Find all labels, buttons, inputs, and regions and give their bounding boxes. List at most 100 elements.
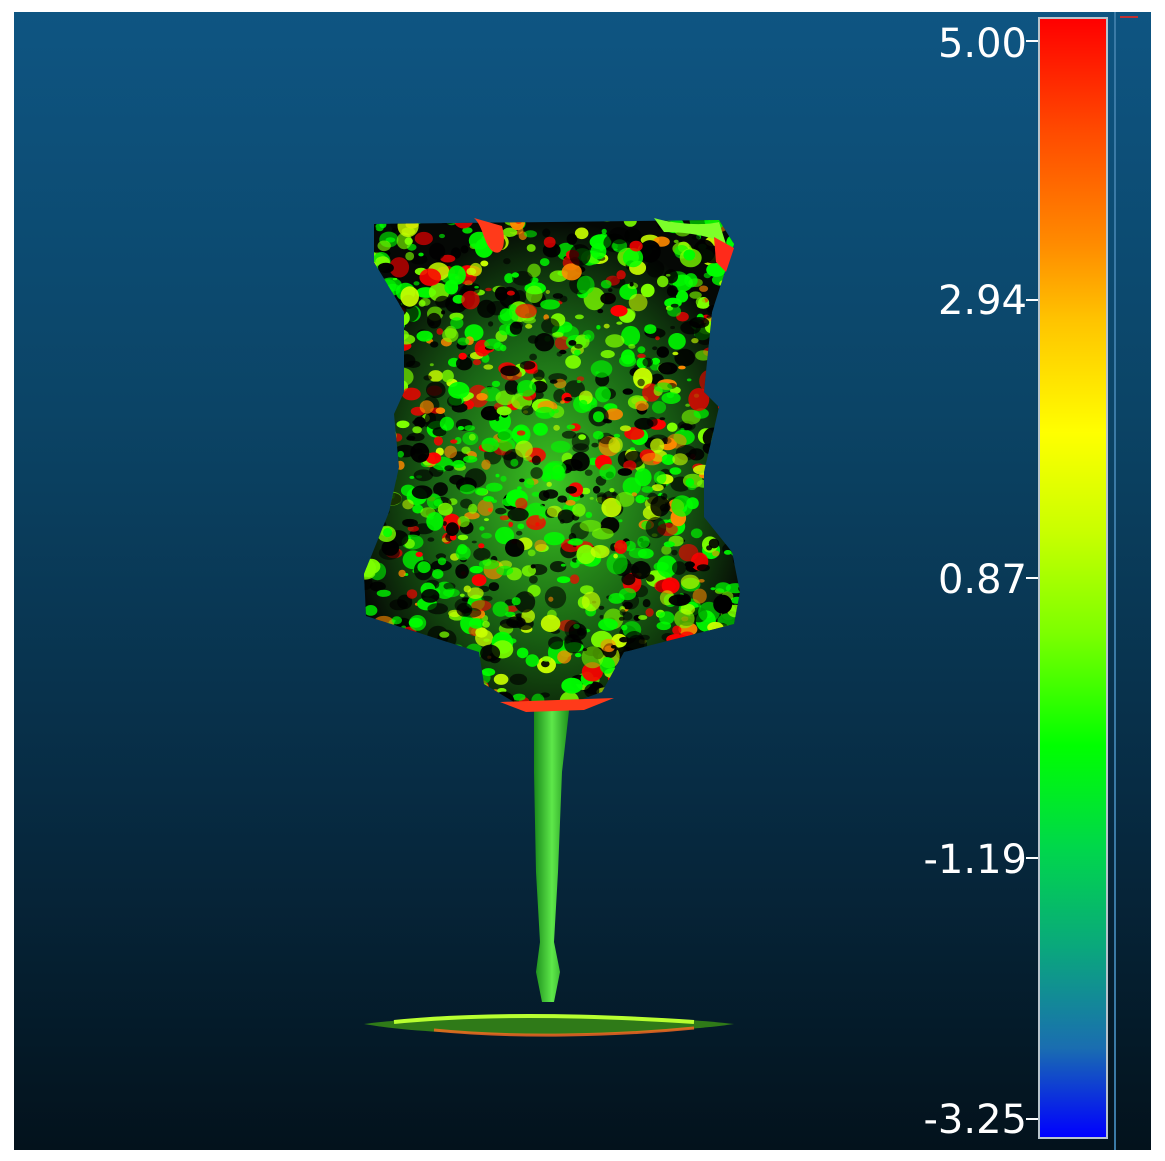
point-speckle — [410, 442, 430, 463]
point-speckle — [525, 654, 539, 667]
point-speckle — [410, 220, 425, 225]
point-speckle — [484, 518, 489, 522]
point-speckle — [634, 468, 652, 487]
point-speckle — [471, 540, 477, 544]
point-speckle — [507, 507, 529, 522]
point-speckle — [733, 235, 740, 253]
point-speckle — [680, 647, 693, 658]
point-speckle — [456, 602, 473, 617]
point-speckle — [598, 618, 618, 631]
point-speckle — [500, 475, 507, 482]
point-speckle — [525, 285, 543, 303]
point-speckle — [373, 330, 389, 341]
point-speckle — [479, 692, 493, 702]
point-speckle — [391, 616, 402, 625]
point-speckle — [605, 334, 625, 348]
point-speckle — [386, 327, 396, 334]
point-speckle — [571, 452, 590, 472]
point-speckle — [498, 324, 511, 336]
point-speckle — [368, 652, 387, 666]
point-speckle — [396, 460, 405, 470]
point-speckle — [713, 594, 733, 614]
point-speckle — [581, 591, 601, 612]
point-speckle — [443, 588, 460, 598]
point-speckle — [599, 657, 615, 674]
point-speckle — [444, 279, 459, 295]
point-speckle — [414, 231, 433, 246]
point-speckle — [441, 310, 446, 315]
point-speckle — [369, 515, 378, 525]
point-speckle — [368, 410, 379, 417]
point-speckle — [499, 308, 513, 322]
point-speckle — [389, 257, 410, 278]
point-speckle — [565, 499, 576, 506]
point-speckle — [540, 614, 561, 633]
point-speckle — [514, 591, 536, 613]
point-speckle — [712, 435, 720, 441]
point-speckle — [656, 346, 669, 358]
point-speckle — [716, 497, 736, 509]
point-speckle — [557, 495, 568, 503]
point-speckle — [521, 609, 535, 623]
point-speckle — [433, 436, 443, 446]
3d-viewport[interactable]: 5.00 2.94 0.87 -1.19 -3.25 — [14, 12, 1151, 1150]
point-speckle — [578, 434, 586, 440]
point-speckle — [462, 227, 473, 234]
point-speckle — [378, 338, 392, 351]
point-speckle — [709, 518, 716, 524]
point-speckle — [629, 282, 634, 287]
point-speckle — [390, 677, 407, 685]
point-speckle — [548, 596, 554, 602]
point-speckle — [405, 251, 415, 261]
point-speckle — [718, 446, 732, 455]
point-speckle — [622, 248, 644, 268]
point-speckle — [492, 601, 509, 617]
point-speckle — [590, 360, 613, 378]
point-speckle — [732, 550, 740, 569]
point-speckle — [432, 569, 444, 579]
point-speckle — [566, 233, 578, 245]
point-speckle — [608, 593, 625, 604]
point-speckle — [496, 565, 514, 576]
point-speckle — [534, 333, 555, 352]
tick-label-min: -3.25 — [923, 1097, 1028, 1143]
point-speckle — [495, 473, 500, 478]
point-speckle — [479, 526, 485, 531]
point-speckle — [575, 652, 582, 658]
point-speckle — [468, 503, 478, 514]
point-speckle — [376, 425, 397, 446]
point-speckle — [481, 437, 500, 453]
point-speckle — [452, 460, 465, 468]
point-speckle — [468, 618, 485, 629]
point-speckle — [482, 620, 490, 628]
point-speckle — [635, 495, 646, 504]
point-speckle — [364, 576, 373, 590]
point-speckle — [531, 455, 541, 466]
point-speckle — [385, 622, 389, 626]
point-speckle — [642, 672, 664, 690]
point-speckle — [541, 660, 550, 668]
point-speckle — [426, 381, 446, 399]
point-speckle — [461, 446, 471, 454]
point-speckle — [364, 652, 382, 667]
point-speckle — [364, 643, 376, 662]
point-speckle — [491, 380, 501, 388]
point-speckle — [661, 392, 681, 404]
point-speckle — [409, 645, 423, 655]
point-speckle — [378, 659, 390, 667]
point-speckle — [474, 487, 488, 496]
point-speckle — [705, 376, 726, 388]
point-speckle — [458, 661, 470, 672]
point-speckle — [445, 522, 459, 536]
point-speckle — [695, 297, 706, 307]
point-speckle — [463, 455, 478, 463]
point-speckle — [599, 463, 616, 480]
point-speckle — [672, 625, 682, 635]
point-speckle — [527, 263, 541, 278]
point-speckle — [695, 350, 712, 361]
point-speckle — [730, 388, 740, 404]
point-speckle — [440, 254, 456, 263]
point-speckle — [732, 388, 740, 399]
point-speckle — [739, 364, 740, 369]
point-speckle — [526, 244, 536, 252]
